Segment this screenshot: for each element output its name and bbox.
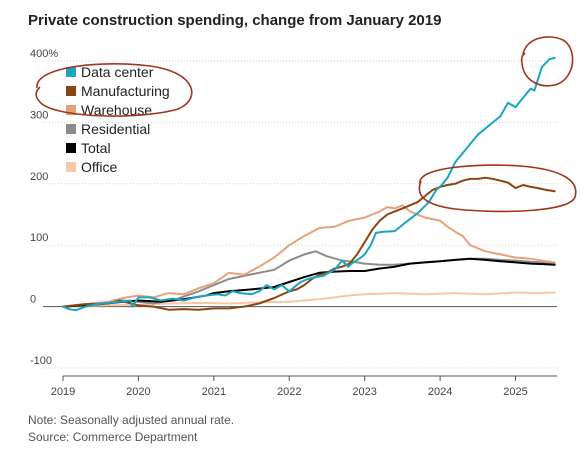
- legend-label-residential: Residential: [81, 121, 150, 137]
- x-tick-label: 2024: [428, 386, 452, 398]
- legend-swatch-total: [66, 143, 76, 153]
- x-tick-label: 2025: [503, 386, 527, 398]
- series-lines: [62, 56, 556, 312]
- annotation-ellipse-data-center: [520, 36, 574, 87]
- chart-note: Note: Seasonally adjusted annual rate.: [28, 413, 235, 427]
- x-tick-label: 2023: [352, 386, 376, 398]
- legend-swatch-warehouse: [66, 105, 76, 115]
- legend-label-office: Office: [81, 159, 118, 175]
- legend-swatch-manufacturing: [66, 86, 76, 96]
- legend-swatch-data-center: [66, 67, 76, 77]
- legend: Data center Manufacturing Warehouse Residen…: [66, 64, 170, 175]
- x-axis: 2019 2020 2021 2022 2023 2024 2025: [51, 375, 557, 398]
- legend-label-manufacturing: Manufacturing: [81, 83, 170, 99]
- y-tick-label: 400%: [30, 48, 58, 60]
- y-axis-tick-labels: 400% 300 200 100 0 -100: [30, 48, 58, 367]
- legend-label-data-center: Data center: [81, 64, 154, 80]
- y-tick-label: 300: [30, 109, 48, 121]
- x-tick-label: 2019: [51, 386, 75, 398]
- x-tick-label: 2021: [202, 386, 226, 398]
- legend-swatch-office: [66, 162, 76, 172]
- series-line-data-center: [62, 56, 556, 312]
- y-tick-label: 200: [30, 171, 48, 183]
- y-tick-label: 100: [30, 232, 48, 244]
- annotations: [35, 36, 577, 213]
- x-tick-label: 2020: [126, 386, 150, 398]
- series-line-warehouse: [62, 204, 556, 308]
- series-line-manufacturing: [62, 176, 556, 311]
- gridlines: [43, 60, 557, 369]
- series-line-office: [62, 291, 556, 308]
- x-tick-label: 2022: [277, 386, 301, 398]
- annotation-ellipse-manufacturing: [418, 164, 577, 213]
- chart-title: Private construction spending, change fr…: [28, 12, 442, 29]
- legend-label-warehouse: Warehouse: [81, 102, 152, 118]
- y-tick-label: 0: [30, 294, 36, 306]
- y-tick-label: -100: [30, 355, 52, 367]
- legend-label-total: Total: [81, 140, 111, 156]
- legend-swatch-residential: [66, 124, 76, 134]
- chart-source: Source: Commerce Department: [28, 430, 198, 444]
- annotation-ellipse-legend: [35, 63, 193, 117]
